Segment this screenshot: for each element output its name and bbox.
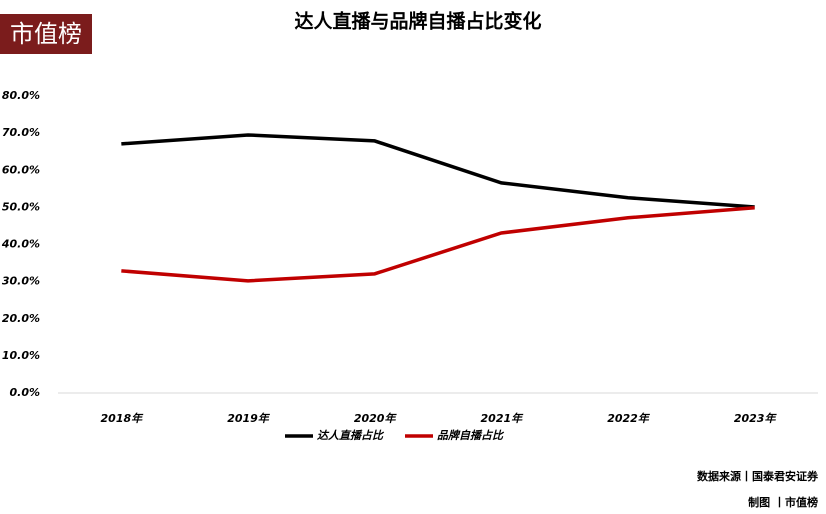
- y-tick-label: 40.0%: [1, 238, 40, 251]
- credit: 制图 丨市值榜: [748, 495, 818, 509]
- series-line: [121, 133, 755, 209]
- x-tick-label: 2021年: [481, 412, 525, 425]
- legend-label: 品牌自播占比: [437, 429, 505, 442]
- x-tick-label: 2023年: [734, 412, 778, 425]
- y-tick-label: 0.0%: [9, 386, 40, 399]
- y-tick-label: 80.0%: [2, 89, 40, 102]
- y-tick-label: 60.0%: [2, 163, 40, 176]
- source: 数据来源丨国泰君安证券: [697, 469, 819, 483]
- x-tick-label: 2018年: [101, 412, 145, 425]
- y-tick-label: 30.0%: [2, 275, 40, 288]
- logo: 市值榜: [10, 20, 82, 48]
- logo-box: [0, 14, 92, 54]
- chart-title: 达人直播与品牌自播占比变化: [294, 10, 541, 33]
- y-tick-label: 20.0%: [2, 312, 40, 325]
- y-tick-label: 50.0%: [2, 200, 40, 213]
- series-line: [121, 206, 755, 283]
- x-tick-label: 2020年: [354, 412, 398, 425]
- y-tick-label: 70.0%: [2, 126, 40, 139]
- x-tick-label: 2022年: [607, 412, 651, 425]
- legend-label: 达人直播占比: [317, 429, 385, 442]
- x-tick-label: 2019年: [227, 412, 271, 425]
- y-tick-label: 10.0%: [2, 349, 40, 362]
